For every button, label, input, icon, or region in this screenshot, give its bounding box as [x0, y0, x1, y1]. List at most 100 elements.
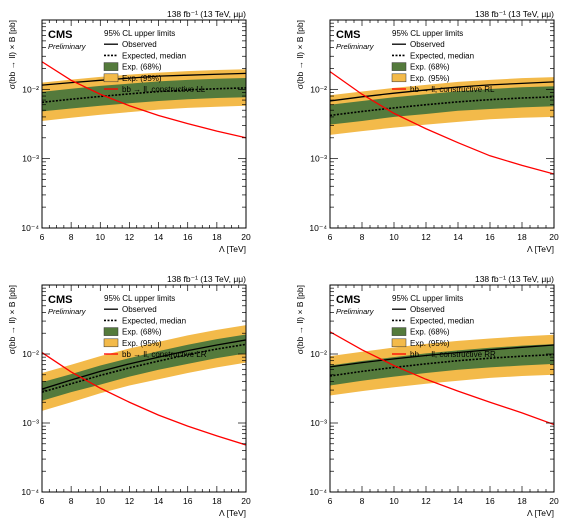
- legend-title: 95% CL upper limits: [392, 294, 463, 303]
- legend-label: Expected, median: [410, 316, 474, 325]
- legend: 95% CL upper limits Observed Expected, med…: [391, 294, 496, 359]
- panel-top-left: 6 8 10 12 14 16 18 20 Λ [TeV] 10⁻⁴ 10⁻³ 10⁻² σ(bb → …: [7, 9, 251, 254]
- legend: 95% CL upper limits Observed Expected, med…: [103, 294, 207, 359]
- cms-label: CMS: [48, 294, 72, 306]
- y-axis: 10⁻⁴ 10⁻³ 10⁻² σ(bb → ll) × B [pb]: [295, 285, 554, 497]
- x-tick-label: 16: [183, 232, 193, 242]
- plot-area: [330, 331, 554, 426]
- legend-item-observed: Observed: [104, 305, 157, 314]
- legend-label: Exp. (68%): [410, 63, 450, 72]
- cms-label: CMS: [336, 294, 360, 306]
- legend-label: Expected, median: [122, 316, 186, 325]
- legend-item-exp95: Exp. (95%): [103, 338, 162, 348]
- y-tick-label: 10⁻³: [310, 418, 327, 428]
- y-tick-label: 10⁻³: [22, 154, 39, 164]
- x-tick-label: 20: [241, 496, 251, 506]
- x-tick-label: 20: [241, 232, 251, 242]
- x-axis: 6 8 10 12 14 16 18 20 Λ [TeV]: [328, 285, 559, 518]
- preliminary-label: Preliminary: [336, 42, 375, 51]
- x-axis-label: Λ [TeV]: [219, 508, 246, 518]
- legend-label: Observed: [122, 305, 157, 314]
- legend-swatch: [391, 62, 407, 71]
- expected-line: [330, 353, 554, 377]
- legend-item-exp95: Exp. (95%): [103, 73, 162, 83]
- x-tick-label: 18: [212, 232, 222, 242]
- observed-line: [330, 344, 554, 368]
- y-tick-label: 10⁻³: [22, 418, 39, 428]
- x-axis: 6 8 10 12 14 16 18 20 Λ [TeV]: [40, 20, 251, 254]
- legend-swatch: [391, 338, 407, 348]
- legend-item-expected: Expected, median: [104, 316, 186, 325]
- x-axis-label: Λ [TeV]: [527, 508, 554, 518]
- x-tick-label: 20: [549, 232, 559, 242]
- y-tick-label: 10⁻³: [310, 154, 327, 164]
- legend-label: Observed: [410, 40, 445, 49]
- legend-label: bb → ll, constructive RR: [410, 350, 496, 359]
- legend-item-exp95: Exp. (95%): [391, 338, 450, 348]
- legend-item-exp95: Exp. (95%): [391, 73, 450, 83]
- legend-item-signal: bb → ll, constructive LR: [104, 350, 207, 359]
- y-tick-label: 10⁻²: [22, 84, 39, 94]
- legend-swatch: [391, 73, 407, 83]
- legend-label: Observed: [410, 305, 445, 314]
- legend-item-expected: Expected, median: [392, 316, 474, 325]
- legend-label: Exp. (95%): [410, 74, 450, 83]
- observed-line: [42, 339, 246, 390]
- panel-bottom-left: 6 8 10 12 14 16 18 20 Λ [TeV] 10⁻⁴ 10⁻³ 10⁻² σ(bb → …: [7, 274, 251, 518]
- legend-item-observed: Observed: [392, 40, 445, 49]
- y-tick-label: 10⁻⁴: [21, 223, 39, 233]
- exp68-band: [42, 77, 246, 112]
- signal-line: [42, 61, 246, 139]
- legend-item-signal: bb → ll, constructive RL: [392, 85, 495, 94]
- y-axis-label: σ(bb → ll) × B [pb]: [7, 20, 17, 89]
- y-tick-label: 10⁻⁴: [21, 487, 39, 497]
- legend-label: Exp. (68%): [122, 63, 162, 72]
- x-tick-label: 20: [549, 496, 559, 506]
- x-tick-label: 14: [453, 496, 463, 506]
- x-tick-label: 12: [421, 496, 431, 506]
- x-tick-label: 8: [360, 232, 365, 242]
- x-tick-label: 14: [154, 232, 164, 242]
- x-tick-label: 14: [453, 232, 463, 242]
- x-tick-label: 10: [389, 232, 399, 242]
- x-axis: 6 8 10 12 14 16 18 20 Λ [TeV]: [40, 285, 251, 518]
- legend-label: Expected, median: [122, 51, 186, 60]
- legend-label: bb → ll, constructive LL: [122, 85, 206, 94]
- legend-label: bb → ll, constructive LR: [122, 350, 207, 359]
- legend-label: Exp. (95%): [122, 339, 162, 348]
- exp68-band: [330, 344, 554, 386]
- x-axis-label: Λ [TeV]: [219, 244, 246, 254]
- legend-item-exp68: Exp. (68%): [391, 327, 450, 337]
- x-tick-label: 18: [517, 232, 527, 242]
- x-tick-label: 16: [183, 496, 193, 506]
- legend-item-exp68: Exp. (68%): [391, 62, 450, 72]
- legend: 95% CL upper limits Observed Expected, med…: [103, 29, 206, 94]
- y-axis-label: σ(bb → ll) × B [pb]: [295, 285, 305, 354]
- legend-swatch: [103, 338, 119, 348]
- lumi-label: 138 fb⁻¹ (13 TeV, μμ): [167, 9, 246, 19]
- y-axis: 10⁻⁴ 10⁻³ 10⁻² σ(bb → ll) × B [pb]: [7, 285, 246, 497]
- lumi-label: 138 fb⁻¹ (13 TeV, μμ): [167, 274, 246, 284]
- legend-item-expected: Expected, median: [104, 51, 186, 60]
- x-tick-label: 16: [485, 232, 495, 242]
- expected-line: [42, 343, 246, 393]
- legend-item-exp68: Exp. (68%): [103, 327, 162, 337]
- x-tick-label: 6: [40, 232, 45, 242]
- legend-swatch: [103, 327, 119, 336]
- legend: 95% CL upper limits Observed Expected, med…: [391, 29, 495, 94]
- x-tick-label: 6: [40, 496, 45, 506]
- expected-line: [330, 96, 554, 117]
- cms-label: CMS: [336, 29, 360, 41]
- signal-line: [330, 71, 554, 175]
- panel-bottom-right: 6 8 10 12 14 16 18 20 Λ [TeV] 10⁻⁴ 10⁻³ 10⁻² σ(bb → …: [295, 274, 559, 518]
- panel-top-right: 6 8 10 12 14 16 18 20 Λ [TeV] 10⁻⁴ 10⁻³ 10⁻² σ(bb → …: [295, 9, 559, 254]
- preliminary-label: Preliminary: [336, 307, 375, 316]
- legend-title: 95% CL upper limits: [104, 294, 175, 303]
- x-tick-label: 12: [421, 232, 431, 242]
- legend-swatch: [103, 73, 119, 83]
- legend-title: 95% CL upper limits: [104, 29, 175, 38]
- x-axis-label: Λ [TeV]: [527, 244, 554, 254]
- lumi-label: 138 fb⁻¹ (13 TeV, μμ): [475, 274, 554, 284]
- y-tick-label: 10⁻⁴: [309, 223, 327, 233]
- x-tick-label: 6: [328, 232, 333, 242]
